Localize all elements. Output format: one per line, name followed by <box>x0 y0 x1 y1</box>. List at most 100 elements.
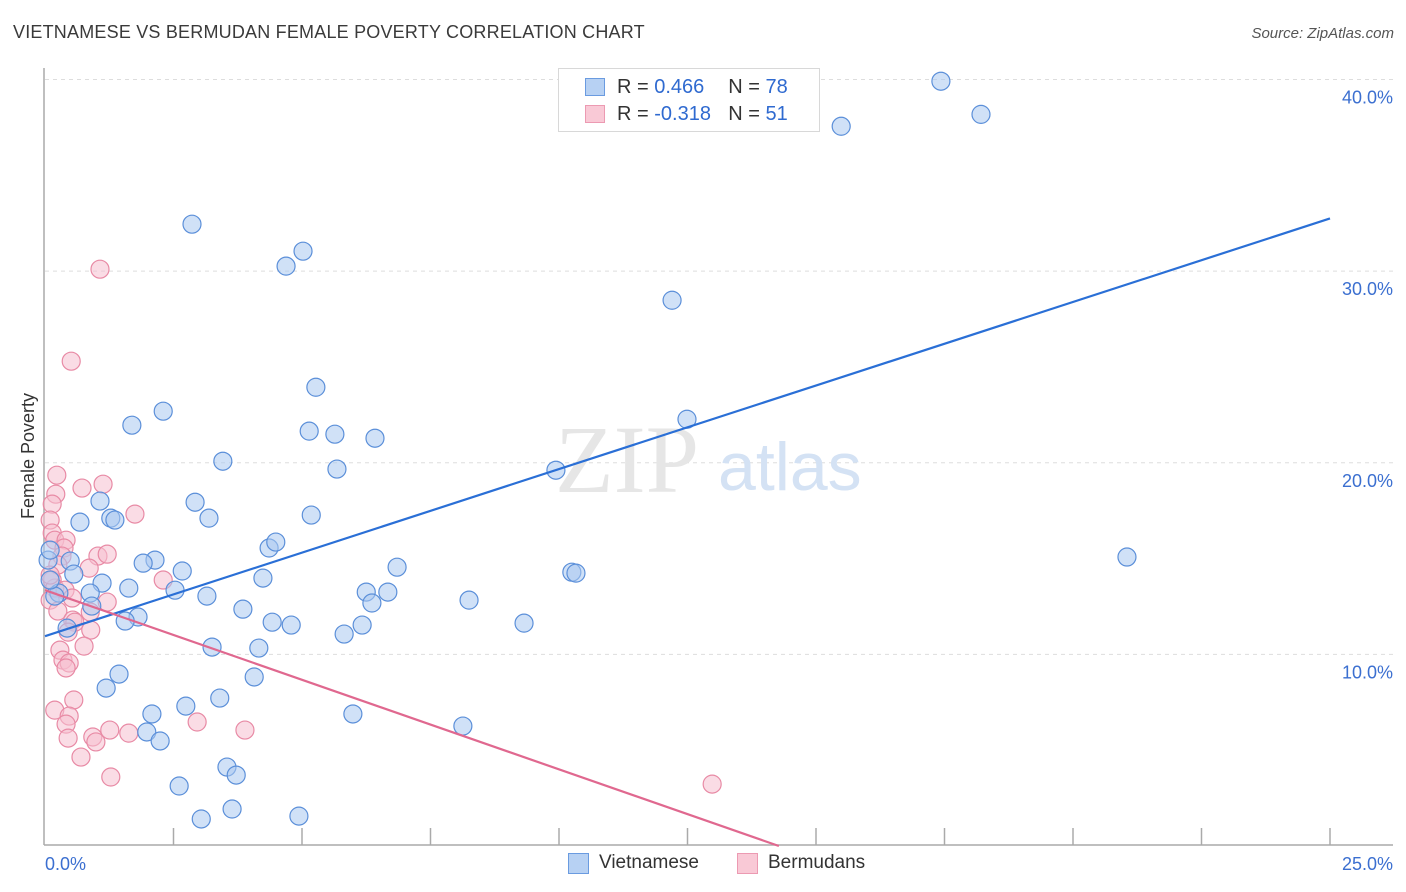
data-point <box>105 510 125 530</box>
data-point <box>191 809 211 829</box>
data-point <box>64 564 84 584</box>
r-value: 0.466 <box>654 75 705 98</box>
y-tick-label: 10.0% <box>1342 662 1393 682</box>
data-point <box>702 774 722 794</box>
data-point <box>70 512 90 532</box>
data-point <box>235 720 255 740</box>
data-point <box>176 696 196 716</box>
data-point <box>213 451 233 471</box>
data-point <box>253 568 273 588</box>
data-point <box>71 747 91 767</box>
r-label: R = <box>617 102 649 125</box>
data-point <box>185 492 205 512</box>
legend-stats: R = 0.466 N = 78 R = -0.318 N = 51 <box>558 68 820 132</box>
r-value: -0.318 <box>654 102 711 125</box>
data-point <box>72 478 92 498</box>
data-point <box>58 728 78 748</box>
data-point <box>101 767 121 787</box>
n-label: N = <box>728 75 760 98</box>
data-point <box>100 720 120 740</box>
data-point <box>1117 547 1137 567</box>
bermudans-swatch <box>585 105 605 123</box>
data-point <box>172 561 192 581</box>
data-point <box>96 678 116 698</box>
trend-lines <box>44 217 1331 848</box>
data-point <box>233 599 253 619</box>
data-point <box>90 259 110 279</box>
y-tick-label: 30.0% <box>1342 279 1393 299</box>
data-point <box>327 459 347 479</box>
data-point <box>334 624 354 644</box>
r-label: R = <box>617 75 649 98</box>
data-point <box>93 474 113 494</box>
trend-line-vietnamese <box>44 217 1331 638</box>
n-value: 51 <box>765 102 788 125</box>
data-point <box>119 723 139 743</box>
data-point <box>210 688 230 708</box>
data-point <box>86 732 106 752</box>
legend-label: Bermudans <box>768 852 866 873</box>
data-point <box>325 424 345 444</box>
n-label: N = <box>728 102 760 125</box>
y-axis-title: Female Poverty <box>18 393 38 519</box>
watermark-atlas: atlas <box>718 429 862 505</box>
data-point <box>362 593 382 613</box>
data-point <box>150 731 170 751</box>
data-point <box>169 776 189 796</box>
data-point <box>56 658 76 678</box>
data-point <box>153 401 173 421</box>
data-point <box>119 578 139 598</box>
data-point <box>566 563 586 583</box>
data-point <box>306 377 326 397</box>
data-point <box>299 421 319 441</box>
data-point <box>453 716 473 736</box>
data-point <box>226 765 246 785</box>
x-ticks <box>172 828 1331 845</box>
data-point <box>109 664 129 684</box>
data-point <box>187 712 207 732</box>
data-point <box>352 615 372 635</box>
y-tick-label: 40.0% <box>1342 88 1393 108</box>
data-point <box>343 704 363 724</box>
data-point <box>971 104 991 124</box>
gridlines <box>45 79 1393 655</box>
data-point <box>365 428 385 448</box>
data-point <box>244 667 264 687</box>
x-tick-label-max: 25.0% <box>1342 854 1393 874</box>
data-point <box>199 508 219 528</box>
data-point <box>122 415 142 435</box>
data-point <box>142 704 162 724</box>
bermudans-swatch <box>737 852 758 874</box>
data-point <box>47 465 67 485</box>
data-point <box>182 214 202 234</box>
legend-item-vietnamese[interactable]: Vietnamese <box>568 852 699 874</box>
data-point <box>293 241 313 261</box>
y-tick-label: 20.0% <box>1342 471 1393 491</box>
data-point <box>74 636 94 656</box>
data-point <box>266 532 286 552</box>
data-point <box>197 586 217 606</box>
y-tick-labels: 10.0% 20.0% 30.0% 40.0% <box>1342 88 1393 683</box>
trend-line-bermudans <box>44 589 780 848</box>
data-point <box>514 613 534 633</box>
data-point <box>40 570 60 590</box>
data-point <box>40 540 60 560</box>
legend-row-bermudans: R = -0.318 N = 51 <box>585 102 788 126</box>
x-tick-label-min: 0.0% <box>45 854 86 874</box>
data-point <box>61 351 81 371</box>
n-value: 78 <box>765 75 788 98</box>
data-point <box>262 612 282 632</box>
data-point <box>64 690 84 710</box>
data-point <box>125 504 145 524</box>
data-point <box>276 256 296 276</box>
data-point <box>202 637 222 657</box>
data-point <box>662 290 682 310</box>
data-point <box>42 494 62 514</box>
data-point <box>931 71 951 91</box>
data-point <box>301 505 321 525</box>
legend-item-bermudans[interactable]: Bermudans <box>737 852 865 874</box>
data-point <box>133 553 153 573</box>
data-point <box>222 799 242 819</box>
legend-row-vietnamese: R = 0.466 N = 78 <box>585 75 788 99</box>
